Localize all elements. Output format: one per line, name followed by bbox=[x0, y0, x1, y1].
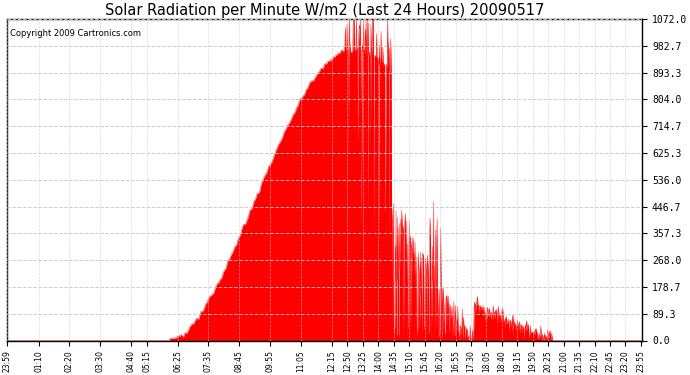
Text: Copyright 2009 Cartronics.com: Copyright 2009 Cartronics.com bbox=[10, 28, 141, 38]
Title: Solar Radiation per Minute W/m2 (Last 24 Hours) 20090517: Solar Radiation per Minute W/m2 (Last 24… bbox=[105, 3, 544, 18]
